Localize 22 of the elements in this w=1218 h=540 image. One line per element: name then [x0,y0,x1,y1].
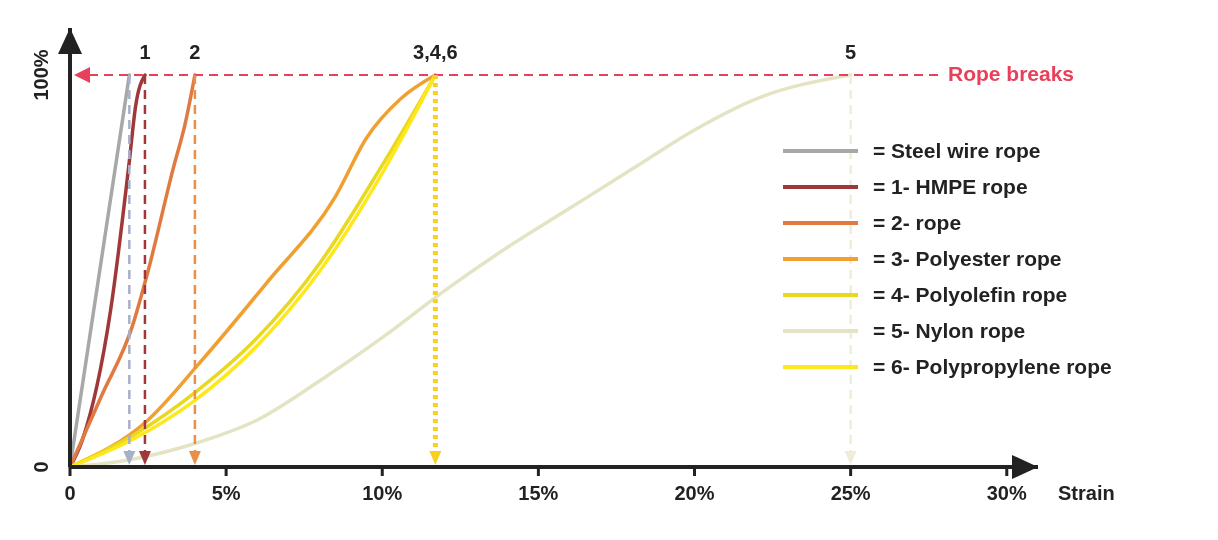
x-tick-label: 0 [64,482,76,504]
x-axis-title: Strain [1058,482,1115,504]
annotation: 2 [189,41,201,64]
line-series [68,73,438,469]
annotation: 3,4,6 [413,41,458,64]
x-tick-label: 25% [830,482,871,504]
annotation: 1 [139,41,151,64]
legend-label: = Steel wire rope [873,139,1041,162]
legend-label: = 3- Polyester rope [873,247,1062,270]
x-tick-label: 20% [674,482,715,504]
ref-line-label: Rope breaks [948,62,1075,86]
legend-label: = 6- Polypropylene rope [873,355,1112,378]
x-tick-label: 30% [986,482,1027,504]
x-tick-label: 15% [518,482,559,504]
x-tick-label: 5% [211,482,241,504]
legend-label: = 2- rope [873,211,962,234]
legend-label: = 4- Polyolefin rope [873,283,1068,306]
legend-label: = 5- Nylon rope [873,319,1026,342]
y-tick-label: 100% [30,49,52,101]
x-tick-label: 10% [362,482,403,504]
legend-label: = 1- HMPE rope [873,175,1028,198]
annotation: 5 [845,41,857,64]
